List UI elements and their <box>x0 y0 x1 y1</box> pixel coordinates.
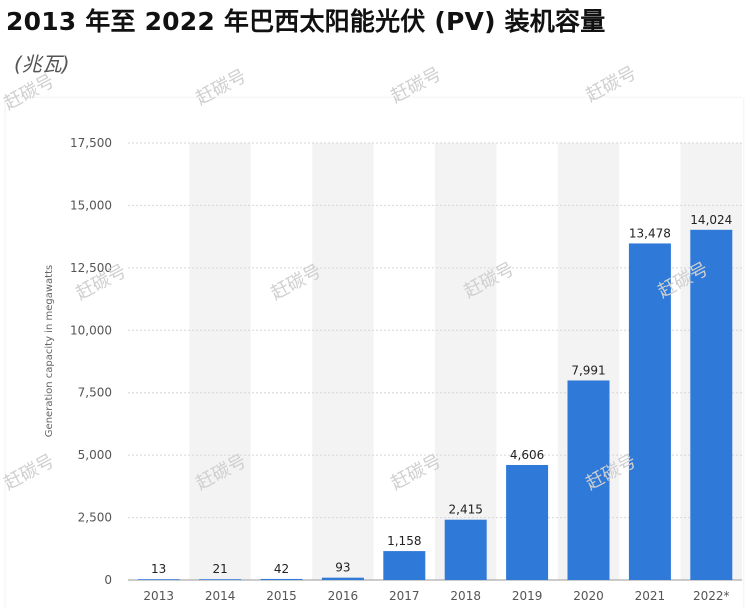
chart-panel <box>6 98 743 608</box>
x-tick-label: 2022* <box>693 589 730 603</box>
watermark-text: 赶碳号 <box>387 64 445 108</box>
y-axis-ticks: 0 2,500 5,000 7,500 10,000 12,500 15,000 17,500 <box>70 136 112 587</box>
x-tick-label: 2015 <box>266 589 297 603</box>
watermark-text: 赶碳号 <box>582 63 640 107</box>
data-labels: 13 21 42 93 1,158 2,415 4,606 7,991 13,478 14,024 <box>151 213 732 576</box>
x-tick-label: 2016 <box>328 589 359 603</box>
y-tick-label: 17,500 <box>70 136 112 150</box>
watermark-text: 赶碳号 <box>0 451 58 495</box>
column-shade <box>435 143 497 580</box>
bar <box>321 577 364 580</box>
bar <box>628 243 671 580</box>
bars <box>137 229 733 580</box>
x-tick-label: 2017 <box>389 589 420 603</box>
bar <box>444 519 487 580</box>
column-shade <box>312 143 374 580</box>
bar <box>199 579 242 580</box>
x-tick-label: 2021 <box>635 589 666 603</box>
x-tick-label: 2018 <box>450 589 481 603</box>
watermark-text: 赶碳号 <box>0 71 58 115</box>
bar <box>383 551 426 580</box>
data-label: 7,991 <box>571 363 605 377</box>
x-tick-label: 2013 <box>143 589 174 603</box>
y-axis-label: Generation capacity in megawatts <box>44 265 55 437</box>
y-tick-label: 5,000 <box>78 448 112 462</box>
data-label: 2,415 <box>449 503 483 517</box>
y-tick-label: 0 <box>104 573 112 587</box>
bar <box>506 464 549 580</box>
data-label: 4,606 <box>510 448 544 462</box>
y-tick-label: 7,500 <box>78 386 112 400</box>
bar <box>137 579 180 580</box>
x-axis-ticks: 2013 2014 2015 2016 2017 2018 2019 2020 2021 2022… <box>143 589 729 603</box>
y-tick-label: 2,500 <box>78 511 112 525</box>
chart-title: 2013 年至 2022 年巴西太阳能光伏 (PV) 装机容量 <box>6 7 606 36</box>
bar <box>567 380 610 580</box>
y-tick-label: 15,000 <box>70 198 112 212</box>
y-tick-label: 10,000 <box>70 323 112 337</box>
data-label: 13 <box>151 562 166 576</box>
chart-subtitle: (兆瓦) <box>14 52 70 76</box>
y-tick-label: 12,500 <box>70 261 112 275</box>
bar <box>690 229 733 580</box>
x-tick-label: 2014 <box>205 589 236 603</box>
data-label: 1,158 <box>387 534 421 548</box>
watermark-text: 赶碳号 <box>192 66 250 110</box>
data-label: 93 <box>335 561 350 575</box>
data-label: 21 <box>212 562 227 576</box>
data-label: 13,478 <box>629 226 671 240</box>
data-label: 42 <box>274 562 289 576</box>
x-tick-label: 2019 <box>512 589 543 603</box>
bar <box>260 578 303 580</box>
x-tick-label: 2020 <box>573 589 604 603</box>
data-label: 14,024 <box>690 213 732 227</box>
column-shade <box>189 143 251 580</box>
